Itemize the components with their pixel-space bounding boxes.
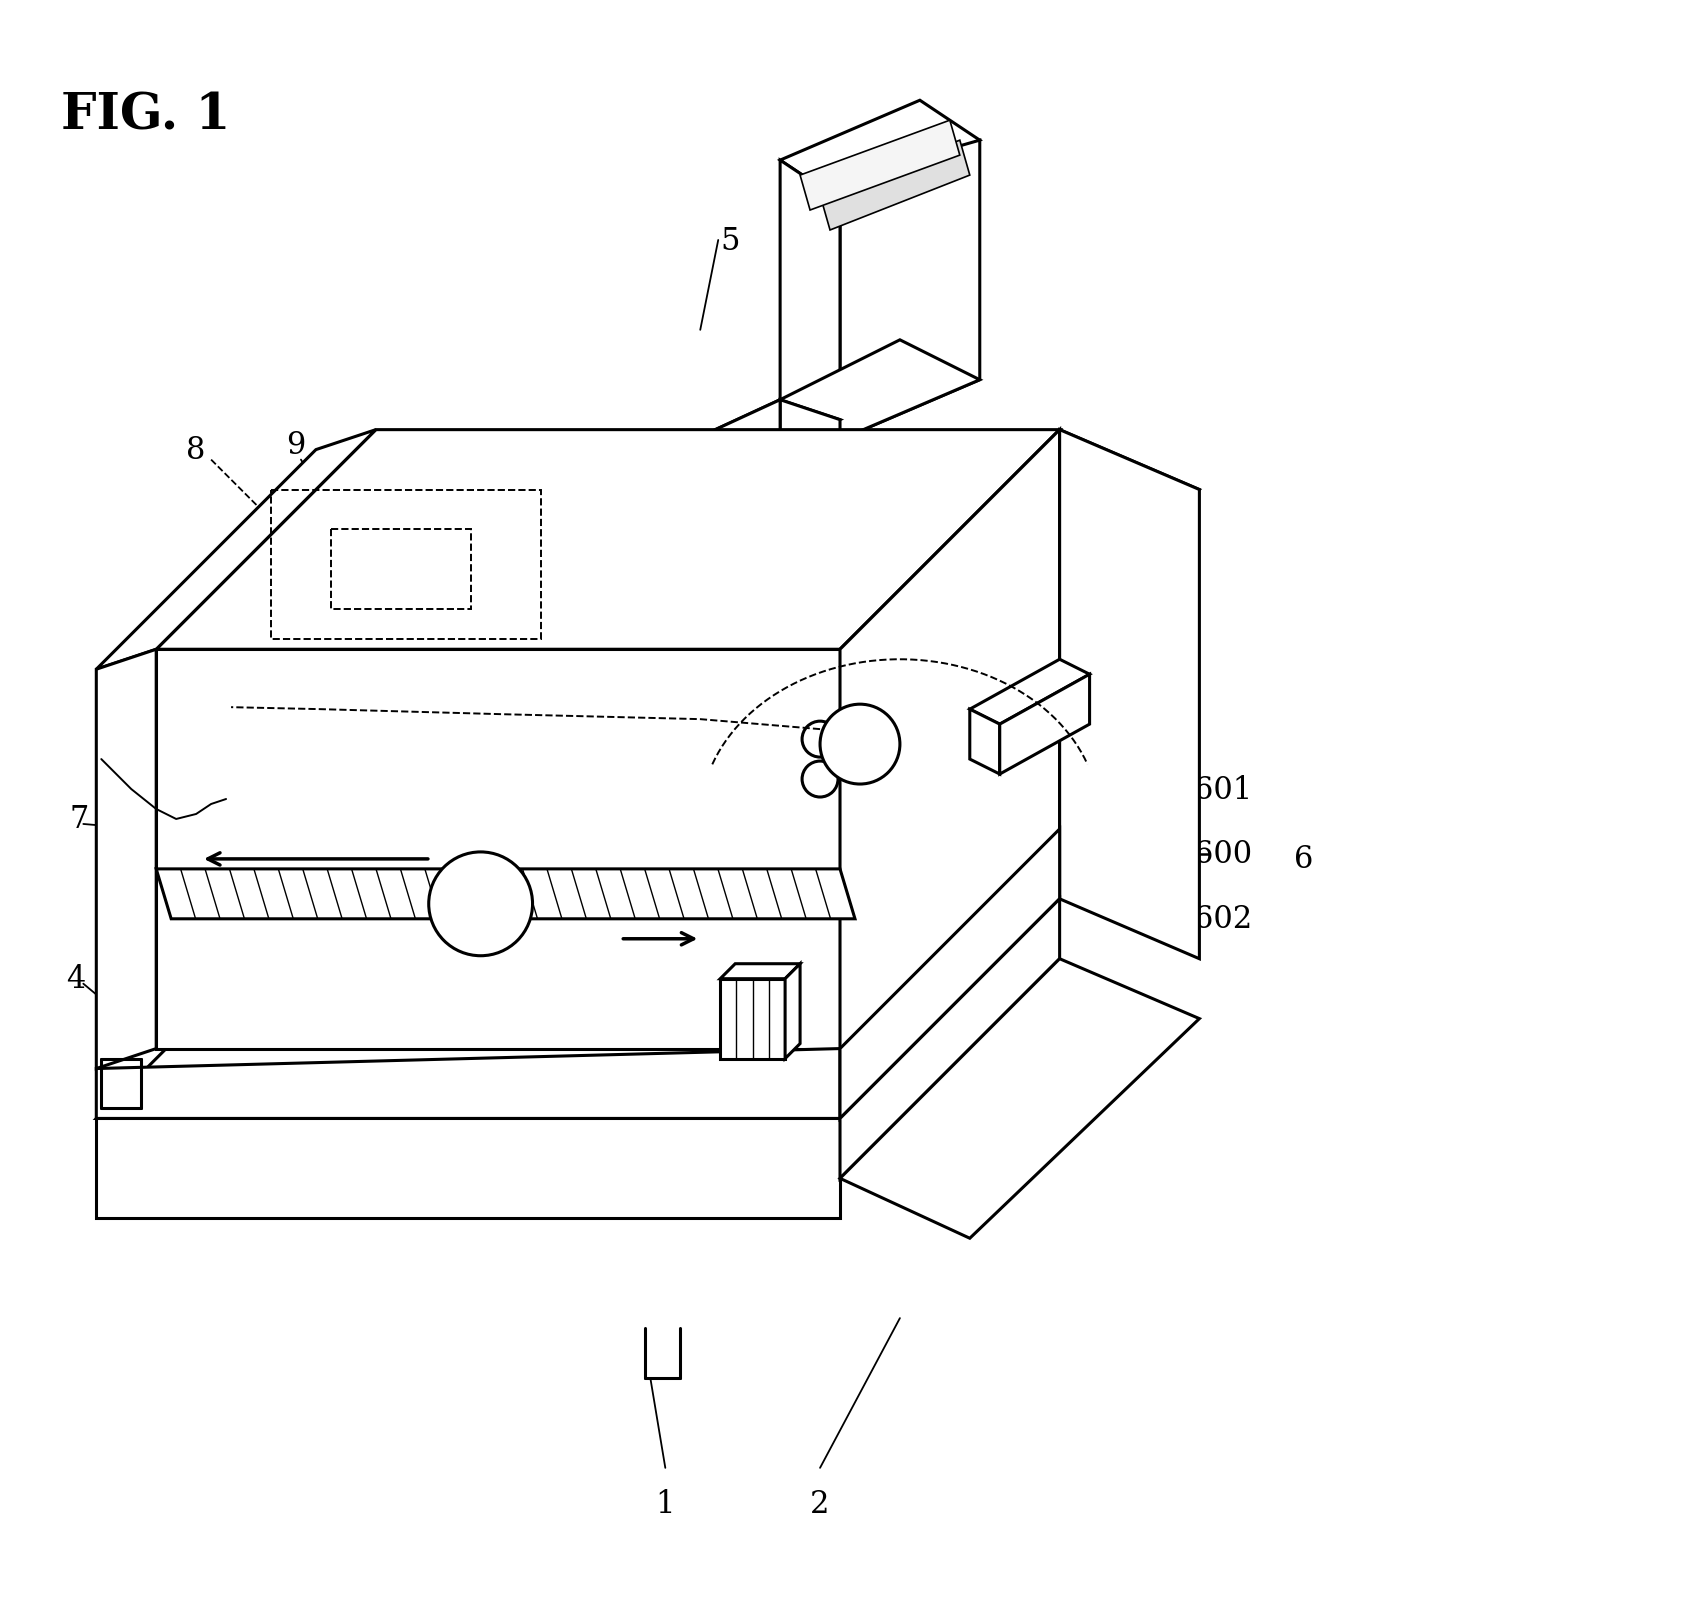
Polygon shape: [97, 899, 1059, 1119]
Polygon shape: [715, 401, 780, 669]
Text: 1: 1: [656, 1488, 675, 1518]
Text: 602: 602: [1195, 904, 1253, 934]
Polygon shape: [841, 430, 1059, 1119]
Polygon shape: [841, 830, 1059, 1119]
Text: M: M: [466, 891, 497, 918]
Polygon shape: [97, 1119, 841, 1218]
Polygon shape: [841, 141, 980, 440]
Polygon shape: [156, 430, 1059, 650]
Polygon shape: [841, 960, 1200, 1239]
Polygon shape: [800, 120, 959, 210]
Text: 9: 9: [286, 430, 305, 461]
Text: 4: 4: [66, 963, 86, 995]
Text: FIG. 1: FIG. 1: [61, 91, 231, 140]
Polygon shape: [780, 160, 841, 440]
Polygon shape: [970, 709, 1000, 775]
Circle shape: [802, 722, 837, 758]
Polygon shape: [156, 650, 841, 1050]
Text: 3: 3: [1129, 605, 1149, 636]
Polygon shape: [820, 141, 970, 231]
Polygon shape: [1000, 674, 1090, 775]
Text: 6: 6: [1295, 844, 1314, 875]
Polygon shape: [720, 965, 800, 979]
Polygon shape: [97, 650, 156, 1069]
Text: M: M: [848, 733, 873, 756]
Polygon shape: [785, 965, 800, 1059]
Polygon shape: [1059, 430, 1200, 960]
Circle shape: [820, 705, 900, 785]
Text: 601: 601: [1195, 774, 1253, 806]
Circle shape: [429, 852, 532, 957]
Polygon shape: [156, 870, 854, 920]
Text: 600: 600: [1195, 839, 1253, 870]
Text: 8: 8: [186, 435, 205, 465]
Text: 7: 7: [69, 804, 88, 835]
Polygon shape: [97, 430, 376, 669]
Text: 5: 5: [720, 226, 741, 257]
Polygon shape: [841, 430, 1200, 709]
Polygon shape: [720, 979, 785, 1059]
Circle shape: [802, 762, 837, 798]
Polygon shape: [780, 401, 841, 660]
Polygon shape: [715, 401, 841, 451]
Polygon shape: [780, 101, 980, 201]
Polygon shape: [841, 899, 1059, 1178]
Text: 2: 2: [810, 1488, 831, 1518]
Polygon shape: [97, 1050, 841, 1119]
Polygon shape: [780, 340, 980, 440]
Polygon shape: [970, 660, 1090, 725]
